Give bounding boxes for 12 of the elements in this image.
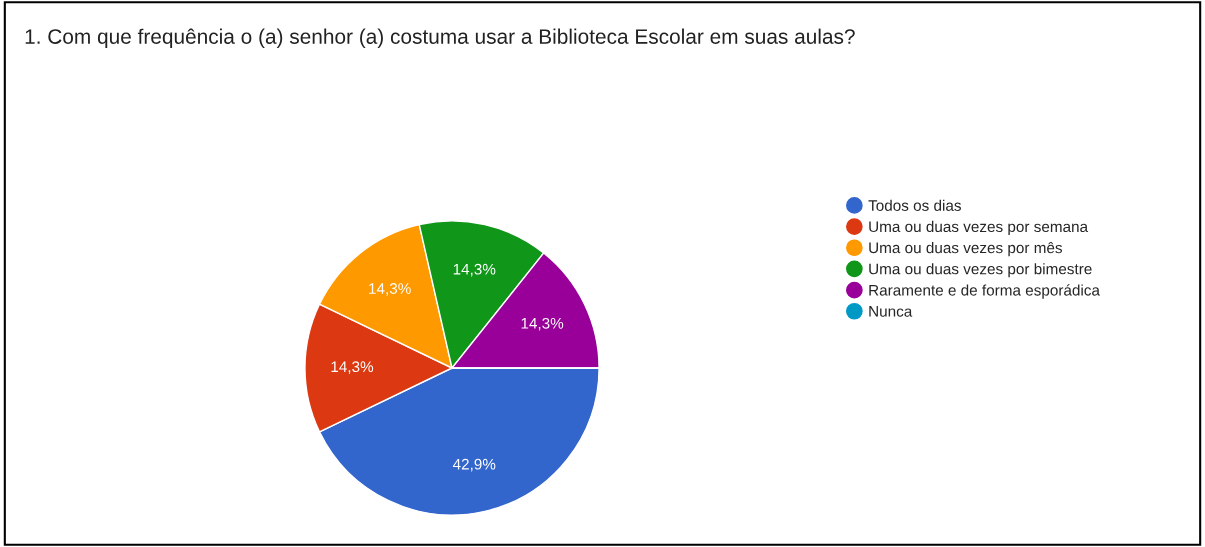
data-label: 42,9%	[452, 458, 496, 472]
legend-label: Uma ou duas vezes por bimestre	[869, 263, 1092, 278]
chart-title: 1. Com que frequência o (a) senhor (a) costuma usar a Biblioteca Escolar em suas aulas?	[25, 28, 855, 49]
data-label: 14,3%	[331, 361, 374, 374]
legend-label: Raramente e de forma esporádica	[869, 284, 1100, 299]
data-label: 14,3%	[453, 263, 496, 277]
legend-label: Nunca	[869, 306, 913, 317]
data-label: 14,3%	[521, 317, 564, 331]
legend-label: Uma ou duas vezes por semana	[869, 220, 1089, 236]
legend-label: Uma ou duas vezes por mês	[869, 241, 1063, 257]
legend-label: Todos os dias	[868, 199, 961, 211]
data-label: 14,3%	[369, 283, 411, 296]
